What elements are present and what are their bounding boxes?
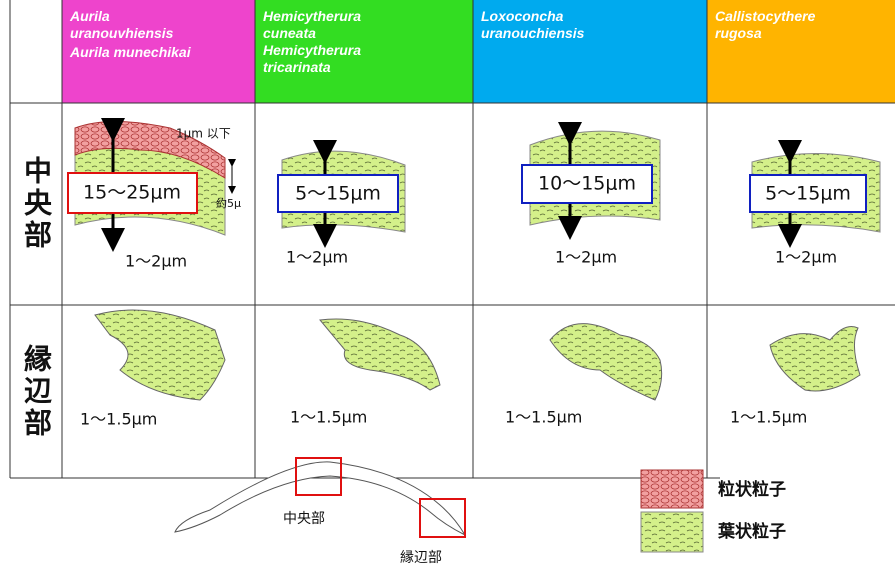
thickness-label: 5〜15μm: [765, 183, 851, 205]
thickness-box: [521, 164, 653, 204]
thickness-label: 10〜15μm: [538, 173, 636, 195]
header-cell: Callistocythere rugosa: [707, 0, 895, 103]
species-name: Hemicytherura tricarinata: [263, 42, 362, 75]
thickness-box: [277, 174, 399, 213]
particle-size: 1〜1.5μm: [730, 408, 807, 427]
shell-label: 中央部: [283, 511, 325, 527]
header-cell: Aurila uranouvhiensis Aurila munechikai: [62, 0, 255, 103]
species-name: Aurila uranouvhiensis: [70, 8, 174, 41]
legend-label: 葉状粒子: [717, 521, 786, 542]
species-name: Callistocythere rugosa: [715, 8, 816, 41]
thickness-box: [749, 174, 867, 213]
thickness-label: 15〜25μm: [83, 182, 181, 204]
species-name: Hemicytherura cuneata: [263, 8, 362, 41]
header-cell: Hemicytherura cuneata Hemicytherura tric…: [255, 0, 473, 103]
edge-shape: [94, 309, 226, 401]
legend-swatch: [640, 511, 704, 553]
note: 約5μ: [216, 196, 241, 210]
row-label: 中央部: [20, 156, 53, 252]
highlight-box: [295, 457, 342, 496]
thickness-box: [67, 172, 198, 214]
header-bg: [473, 0, 707, 103]
edge-shape: [319, 318, 441, 391]
header-bg: [707, 0, 895, 103]
particle-size: 1〜1.5μm: [505, 408, 582, 427]
legend-swatch: [640, 469, 704, 509]
highlight-box: [419, 498, 466, 538]
header-cell: Loxoconcha uranouchiensis: [473, 0, 707, 103]
header-bg: [255, 0, 473, 103]
species-name: Loxoconcha uranouchiensis: [481, 8, 585, 41]
note: 1μm 以下: [176, 127, 231, 141]
particle-size: 1〜2μm: [286, 248, 348, 267]
edge-shape: [549, 323, 663, 401]
particle-size: 1〜2μm: [775, 248, 837, 267]
thickness-label: 5〜15μm: [295, 183, 381, 205]
shell-label: 縁辺部: [400, 550, 442, 566]
particle-size: 1〜1.5μm: [80, 410, 157, 429]
edge-shape: [769, 326, 861, 392]
row-label: 縁辺部: [20, 343, 53, 440]
particle-size: 1〜2μm: [125, 252, 187, 271]
species-name: Aurila munechikai: [70, 44, 191, 60]
table-lines: [9, 0, 895, 479]
legend-label: 粒状粒子: [718, 479, 786, 500]
particle-size: 1〜1.5μm: [290, 408, 367, 427]
particle-size: 1〜2μm: [555, 248, 617, 267]
header-bg: [62, 0, 255, 103]
